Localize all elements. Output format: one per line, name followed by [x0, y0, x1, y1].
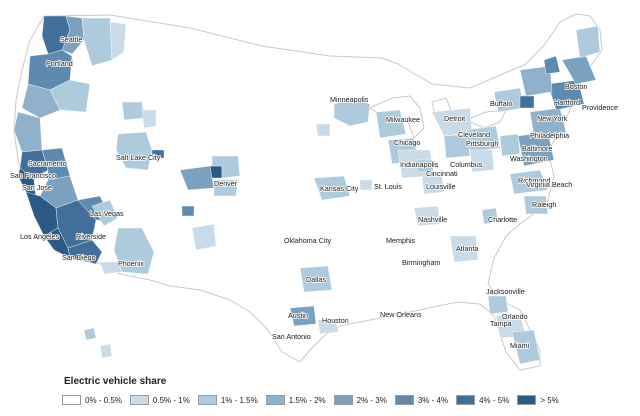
city-label: Denver: [214, 179, 238, 188]
legend-label: 4% - 5%: [479, 395, 510, 405]
legend-item: 0.5% - 1%: [129, 395, 190, 405]
legend-title: Electric vehicle share: [64, 376, 167, 387]
legend-item: 4% - 5%: [456, 395, 509, 405]
city-label: Sacramento: [28, 159, 67, 168]
city-label: Richmond: [518, 176, 550, 185]
city-label: Virginia Beach: [526, 180, 572, 189]
city-label: St. Louis: [374, 182, 402, 191]
city-label: Jacksonville: [486, 287, 525, 296]
legend-label: 2% - 3%: [356, 395, 387, 405]
city-label: Baltimore: [522, 144, 552, 153]
city-label: San Diego: [62, 253, 96, 262]
city-label: Detroit: [444, 114, 465, 123]
city-label: Charlotte: [488, 215, 517, 224]
city-label: Pittsburgh: [466, 139, 498, 148]
city-label: San Francisco: [10, 171, 56, 180]
city-label: Austin: [288, 311, 308, 320]
city-label: Orlando: [502, 312, 528, 321]
city-label: Riverside: [76, 232, 106, 241]
legend-swatch: [62, 395, 81, 405]
legend-item: 1.5% - 2%: [265, 395, 326, 405]
city-label: Birmingham: [402, 258, 440, 267]
legend-items: 0% - 0.5% 0.5% - 1% 1% - 1.5% 1.5% - 2% 2% -…: [62, 395, 567, 405]
city-label: New York: [537, 114, 568, 123]
city-label: Minneapolis: [330, 95, 369, 104]
legend-label: 1.5% - 2%: [288, 395, 326, 405]
legend-label: 0% - 0.5%: [85, 395, 122, 405]
legend-swatch: [517, 395, 537, 405]
legend-item: 2% - 3%: [333, 395, 387, 405]
city-label: Tampa: [490, 319, 512, 328]
city-label: Buffalo: [490, 99, 512, 108]
city-label: Houston: [322, 316, 349, 325]
legend-label: 1% - 1.5%: [220, 395, 258, 405]
legend-swatch: [265, 395, 285, 405]
legend-swatch: [394, 395, 414, 405]
legend-swatch: [197, 395, 217, 405]
city-label: Salt Lake City: [116, 153, 161, 162]
legend-item: > 5%: [517, 395, 559, 405]
city-label: San Antonio: [272, 332, 311, 341]
city-label: Providence: [582, 103, 618, 112]
legend-label: 3% - 4%: [417, 395, 449, 405]
city-label: Washington: [510, 154, 548, 163]
city-label: Nashville: [418, 215, 447, 224]
city-label: Cincinnati: [426, 169, 458, 178]
city-label: Chicago: [394, 138, 420, 147]
legend-item: 0% - 0.5%: [62, 395, 122, 405]
city-label: Louisville: [426, 182, 456, 191]
city-label: Indianapolis: [400, 160, 439, 169]
city-label: Memphis: [386, 236, 416, 245]
city-label: Miami: [510, 341, 530, 350]
city-label: San Jose: [22, 183, 52, 192]
legend-swatch: [456, 395, 476, 405]
city-label: Seattle: [60, 35, 82, 44]
legend-item: 1% - 1.5%: [197, 395, 258, 405]
city-label: Phoenix: [118, 259, 144, 268]
ev-regions: [13, 15, 601, 365]
city-label: Columbus: [450, 160, 483, 169]
city-label: Raleigh: [532, 200, 556, 209]
city-label: Cleveland: [458, 130, 490, 139]
city-label: Milwaukee: [386, 115, 420, 124]
city-label: Hartford: [554, 98, 580, 107]
city-labels: Seattle Portland Sacramento San Francisc…: [9, 34, 619, 351]
city-label: New Orleans: [380, 310, 422, 319]
legend-item: 3% - 4%: [394, 395, 449, 405]
legend-label: > 5%: [540, 395, 559, 405]
city-label: Los Angeles: [20, 232, 60, 241]
legend-swatch: [129, 395, 149, 405]
legend-label: 0.5% - 1%: [152, 395, 190, 405]
city-label: Dallas: [306, 275, 326, 284]
map-legend: Electric vehicle share 0% - 0.5% 0.5% - 1…: [62, 376, 582, 412]
city-label: Atlanta: [456, 244, 478, 253]
city-label: Boston: [565, 82, 587, 91]
city-label: Oklahoma City: [284, 236, 332, 245]
city-label: Portland: [46, 59, 73, 68]
city-label: Kansas City: [320, 184, 359, 193]
city-label: Philadelphia: [530, 131, 569, 140]
legend-swatch: [333, 395, 353, 405]
city-label: Las Vegas: [90, 209, 124, 218]
